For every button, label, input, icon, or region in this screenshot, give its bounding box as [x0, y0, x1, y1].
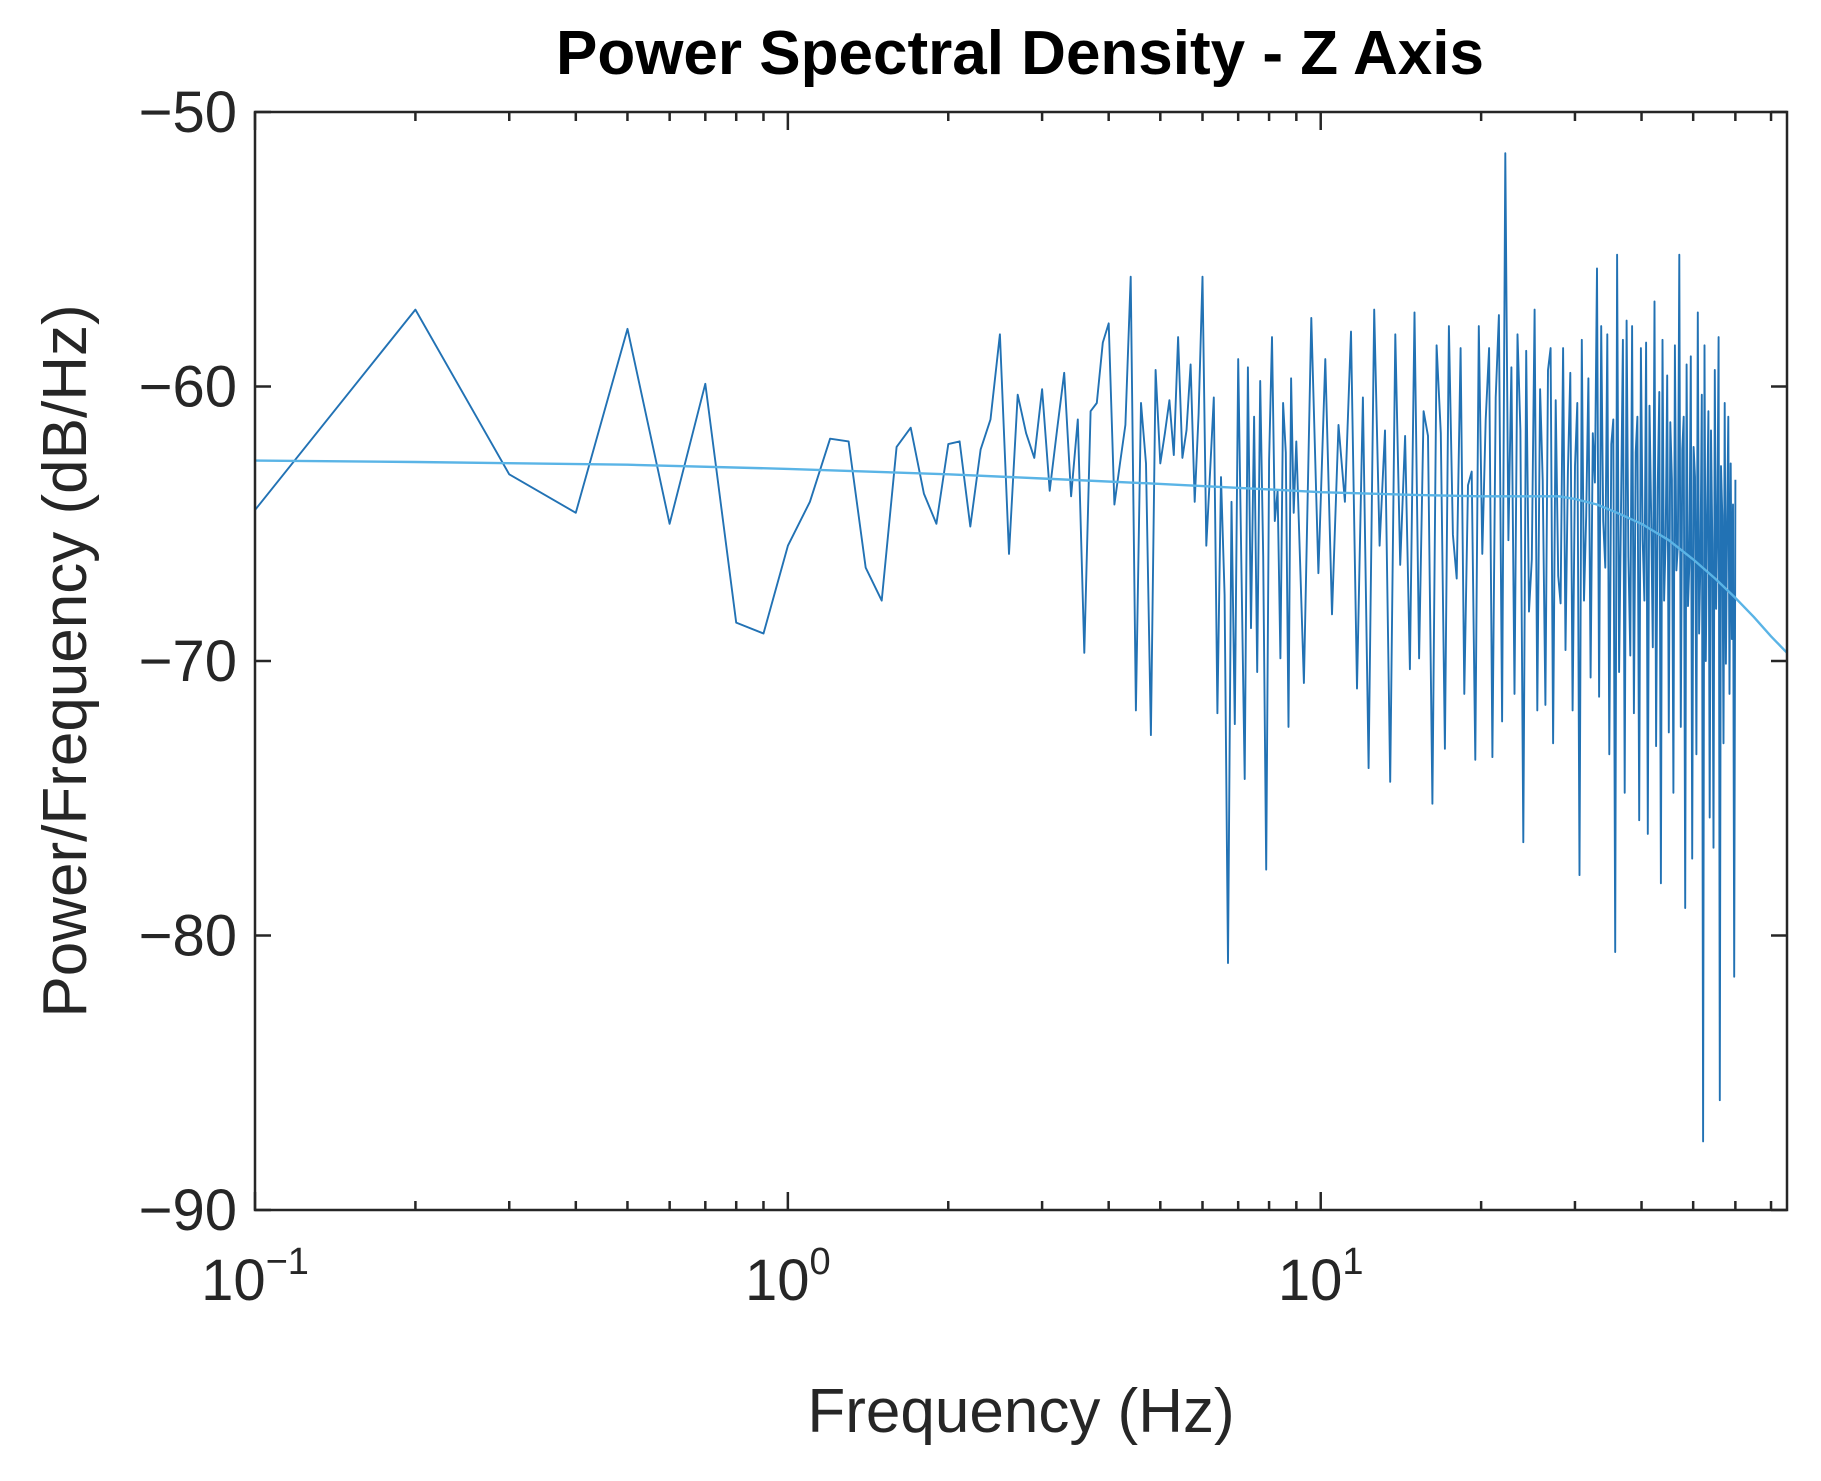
y-tick-label: −70: [139, 629, 237, 694]
plot-area-frame: [253, 110, 1789, 1212]
x-tick-exponent: 0: [810, 1241, 831, 1283]
y-tick-label: −90: [139, 1178, 237, 1243]
x-axis-label: Frequency (Hz): [807, 1377, 1234, 1446]
x-axis: 10−1 100 101: [201, 112, 1773, 1313]
x-tick-base: 10: [1278, 1248, 1343, 1313]
y-tick-label: −50: [139, 80, 237, 145]
x-tick-base: 10: [745, 1248, 810, 1313]
y-axis: −50 −60 −70 −80 −90: [139, 80, 1787, 1243]
x-tick-base: 10: [201, 1248, 266, 1313]
chart-title: Power Spectral Density - Z Axis: [556, 19, 1484, 88]
x-tick-label: 10−1: [201, 1241, 309, 1313]
x-tick-exponent: 1: [1342, 1241, 1363, 1283]
series-layer: [255, 152, 1787, 1143]
y-tick-label: −80: [139, 904, 237, 969]
x-tick-label: 100: [745, 1241, 831, 1313]
y-tick-label: −60: [139, 355, 237, 420]
psd-raw-line: [255, 152, 1737, 1143]
x-tick-label: 101: [1278, 1241, 1364, 1313]
y-axis-label: Power/Frequency (dB/Hz): [31, 304, 100, 1017]
x-tick-exponent: −1: [266, 1241, 309, 1283]
psd-fit-line: [255, 459, 1787, 654]
